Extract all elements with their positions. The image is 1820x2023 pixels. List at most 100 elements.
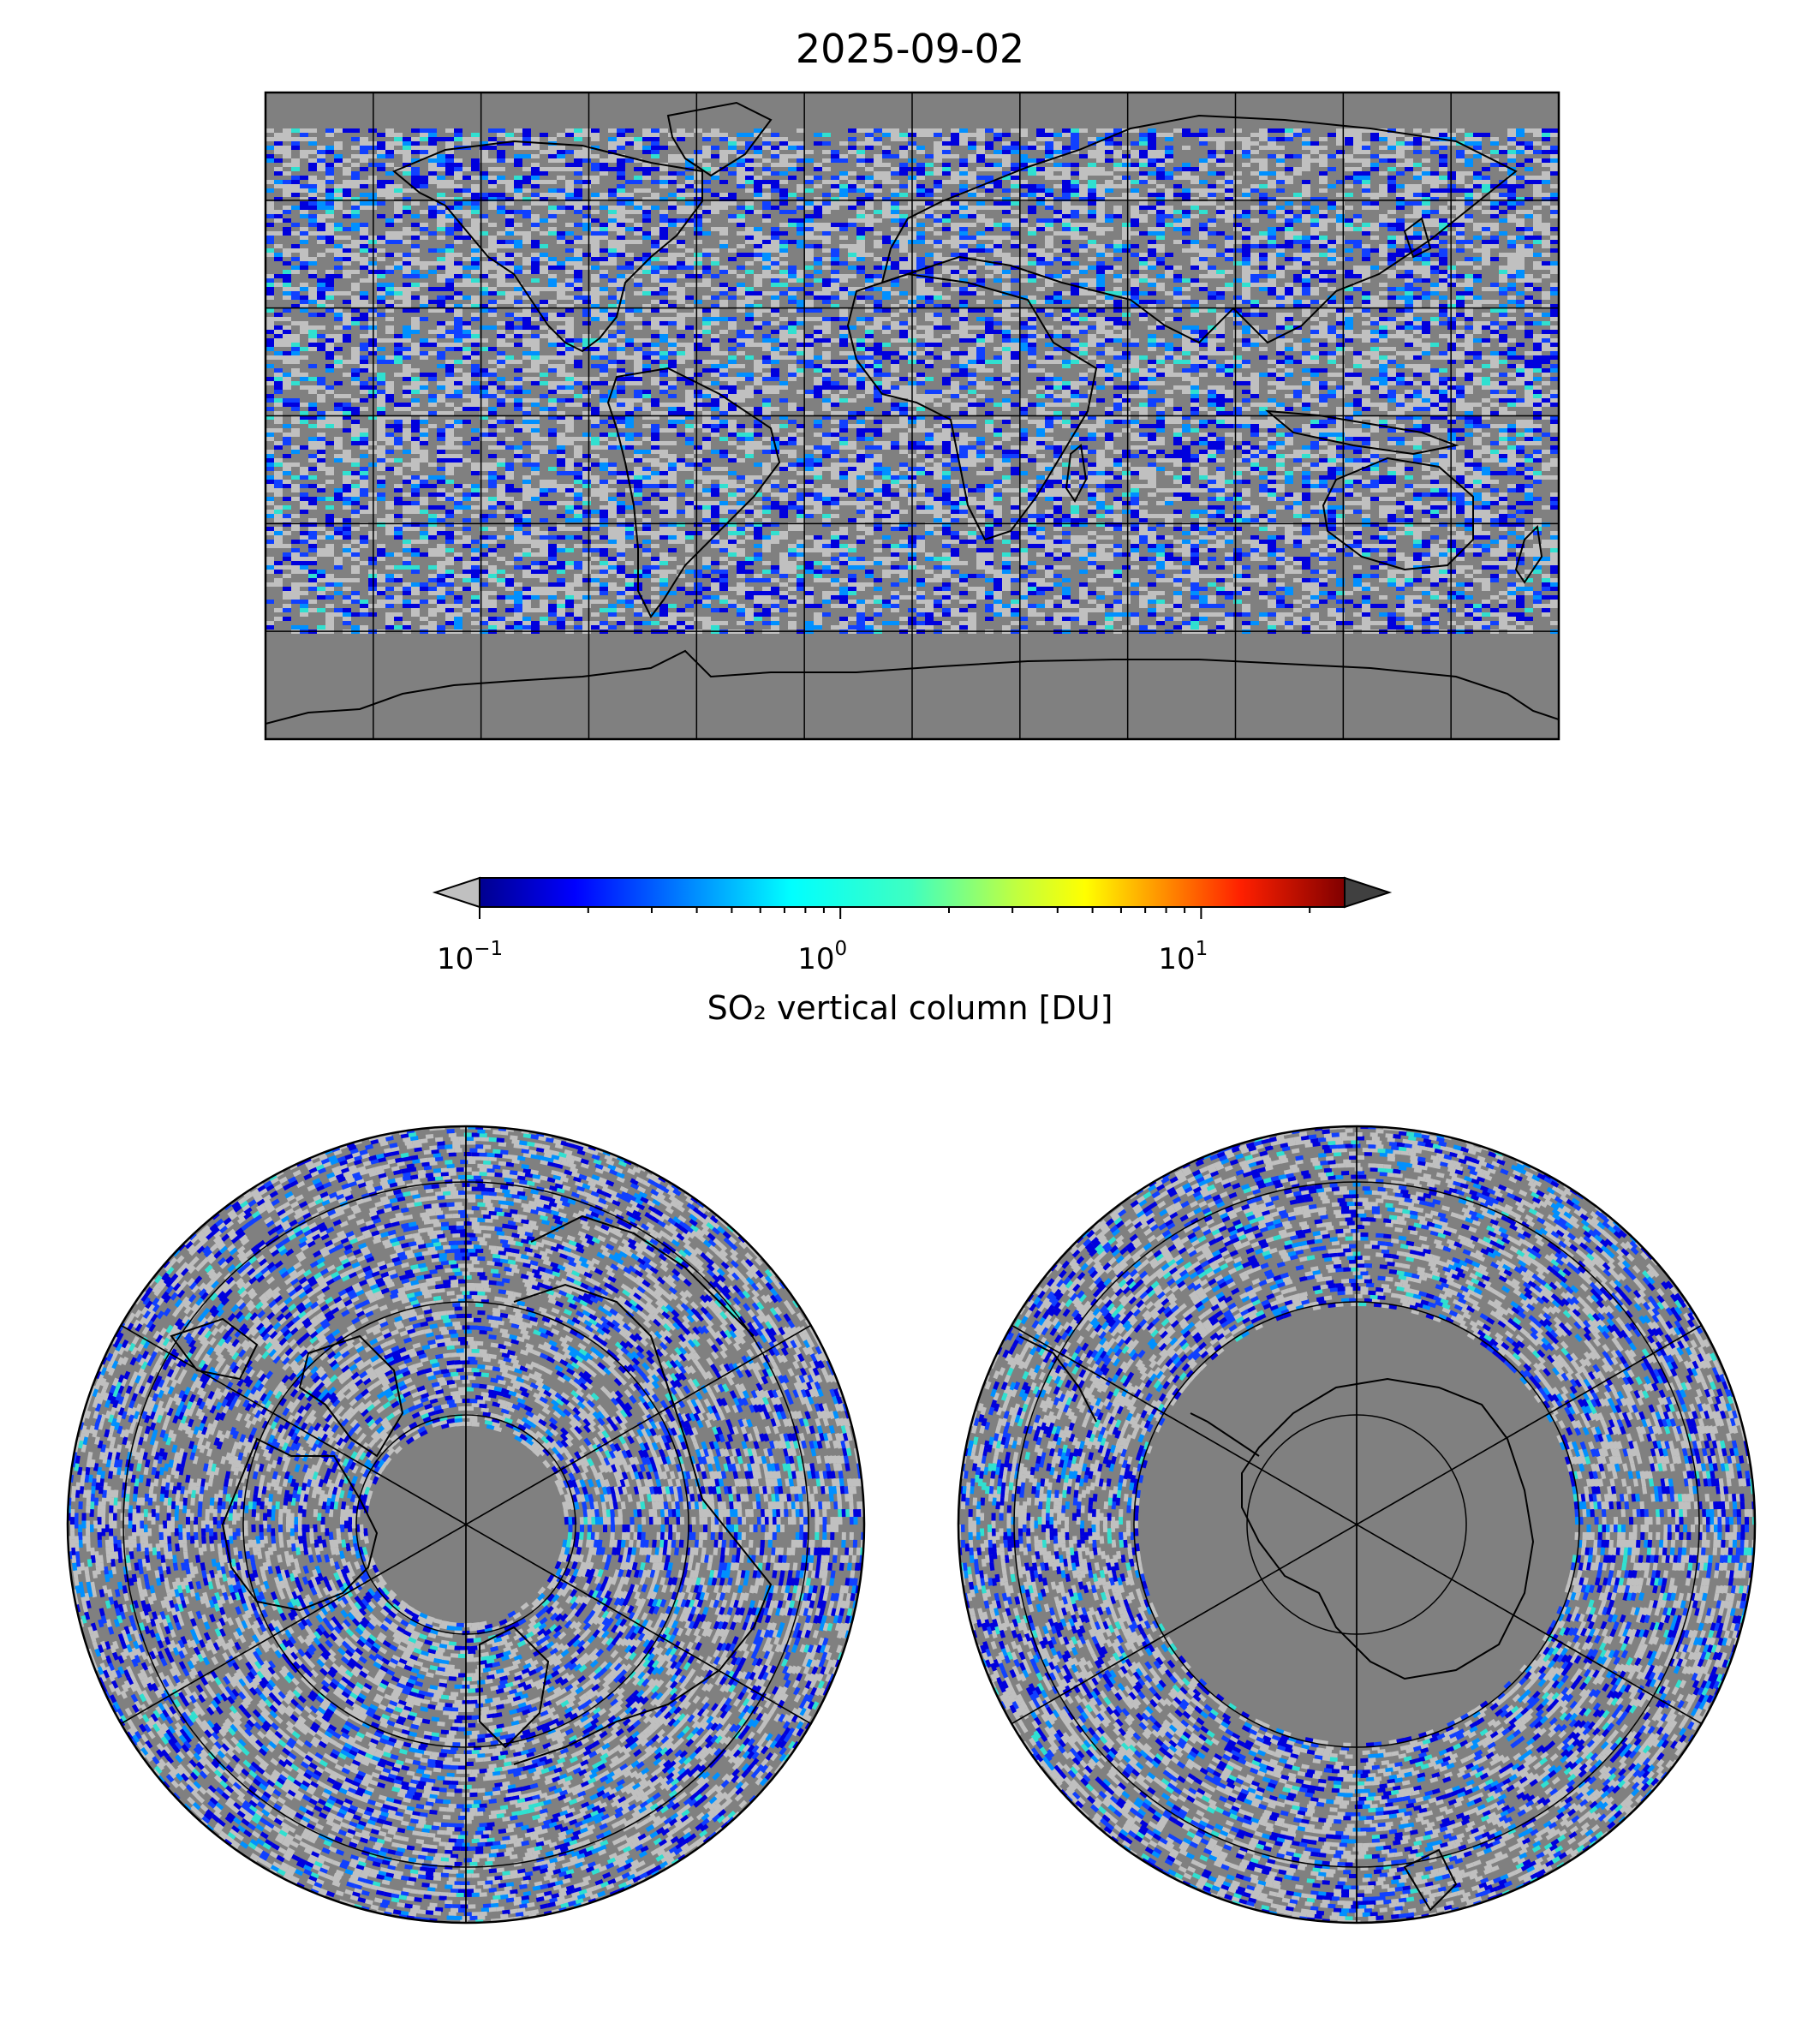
retrieval-pixel bbox=[497, 253, 505, 257]
retrieval-pixel bbox=[1225, 218, 1233, 223]
retrieval-pixel bbox=[428, 206, 437, 210]
retrieval-pixel bbox=[882, 287, 891, 291]
retrieval-pixel bbox=[394, 188, 403, 193]
retrieval-pixel bbox=[557, 261, 565, 266]
retrieval-pixel bbox=[1096, 184, 1105, 188]
retrieval-pixel bbox=[831, 278, 839, 283]
retrieval-pixel bbox=[1319, 343, 1328, 347]
retrieval-pixel bbox=[283, 150, 291, 154]
retrieval-pixel bbox=[994, 240, 1002, 244]
retrieval-pixel bbox=[325, 295, 334, 300]
retrieval-pixel bbox=[403, 308, 411, 313]
retrieval-pixel bbox=[737, 214, 745, 218]
retrieval-pixel bbox=[574, 270, 582, 274]
retrieval-pixel bbox=[368, 146, 377, 150]
retrieval-pixel bbox=[600, 236, 608, 240]
retrieval-pixel bbox=[428, 231, 437, 236]
retrieval-pixel bbox=[1276, 321, 1285, 325]
retrieval-pixel bbox=[1533, 176, 1542, 180]
retrieval-pixel bbox=[762, 347, 771, 351]
retrieval-pixel bbox=[1122, 197, 1131, 201]
retrieval-pixel bbox=[582, 347, 591, 351]
retrieval-pixel bbox=[1268, 227, 1276, 231]
retrieval-pixel bbox=[788, 154, 797, 158]
retrieval-pixel bbox=[445, 146, 454, 150]
retrieval-pixel bbox=[360, 206, 368, 210]
retrieval-pixel bbox=[1036, 193, 1045, 197]
retrieval-pixel bbox=[1550, 184, 1559, 188]
retrieval-pixel bbox=[874, 287, 882, 291]
retrieval-pixel bbox=[403, 257, 411, 261]
retrieval-pixel bbox=[1156, 218, 1165, 223]
retrieval-pixel bbox=[976, 244, 985, 248]
retrieval-pixel bbox=[574, 180, 582, 184]
retrieval-pixel bbox=[1242, 300, 1250, 304]
retrieval-pixel bbox=[891, 338, 899, 343]
retrieval-pixel bbox=[582, 180, 591, 184]
retrieval-pixel bbox=[1053, 197, 1062, 201]
retrieval-pixel bbox=[1345, 304, 1353, 308]
retrieval-pixel bbox=[454, 266, 462, 270]
retrieval-pixel bbox=[677, 321, 685, 325]
retrieval-pixel bbox=[1533, 240, 1542, 244]
retrieval-pixel bbox=[514, 231, 522, 236]
retrieval-pixel bbox=[325, 351, 334, 355]
retrieval-pixel bbox=[976, 261, 985, 266]
retrieval-pixel bbox=[1208, 338, 1216, 343]
retrieval-pixel bbox=[574, 287, 582, 291]
retrieval-pixel bbox=[959, 364, 968, 368]
retrieval-pixel bbox=[1268, 304, 1276, 308]
retrieval-pixel bbox=[1079, 167, 1088, 171]
retrieval-pixel bbox=[1456, 218, 1465, 223]
retrieval-pixel bbox=[702, 210, 711, 214]
retrieval-pixel bbox=[283, 270, 291, 274]
retrieval-pixel bbox=[985, 146, 994, 150]
retrieval-pixel bbox=[634, 210, 642, 214]
retrieval-pixel bbox=[839, 193, 848, 197]
retrieval-pixel bbox=[291, 231, 300, 236]
retrieval-pixel bbox=[1156, 231, 1165, 236]
retrieval-pixel bbox=[557, 291, 565, 295]
retrieval-pixel bbox=[1113, 141, 1122, 146]
retrieval-pixel bbox=[1079, 317, 1088, 321]
retrieval-pixel bbox=[677, 206, 685, 210]
retrieval-pixel bbox=[291, 338, 300, 343]
retrieval-pixel bbox=[1499, 308, 1507, 313]
retrieval-pixel bbox=[865, 274, 874, 278]
retrieval-pixel bbox=[1482, 167, 1490, 171]
retrieval-pixel bbox=[1216, 137, 1225, 141]
retrieval-pixel bbox=[1430, 321, 1439, 325]
retrieval-pixel bbox=[1353, 308, 1362, 313]
retrieval-pixel bbox=[1011, 223, 1019, 227]
retrieval-pixel bbox=[394, 206, 403, 210]
retrieval-pixel bbox=[411, 214, 420, 218]
retrieval-pixel bbox=[1465, 278, 1473, 283]
retrieval-pixel bbox=[882, 355, 891, 360]
retrieval-pixel bbox=[788, 321, 797, 325]
retrieval-pixel bbox=[394, 201, 403, 206]
retrieval-pixel bbox=[634, 360, 642, 364]
retrieval-pixel bbox=[1088, 210, 1096, 214]
retrieval-pixel bbox=[848, 171, 856, 176]
retrieval-pixel bbox=[951, 266, 959, 270]
retrieval-pixel bbox=[308, 347, 317, 351]
retrieval-pixel bbox=[1396, 227, 1405, 231]
retrieval-pixel bbox=[462, 278, 471, 283]
retrieval-pixel bbox=[882, 240, 891, 244]
retrieval-pixel bbox=[1156, 201, 1165, 206]
retrieval-pixel bbox=[1285, 287, 1293, 291]
retrieval-pixel bbox=[1190, 360, 1199, 364]
retrieval-pixel bbox=[1182, 330, 1190, 334]
retrieval-pixel bbox=[334, 291, 343, 295]
retrieval-pixel bbox=[574, 163, 582, 167]
retrieval-pixel bbox=[1362, 291, 1370, 295]
retrieval-pixel bbox=[1430, 133, 1439, 137]
retrieval-pixel bbox=[454, 240, 462, 244]
retrieval-pixel bbox=[317, 163, 325, 167]
retrieval-pixel bbox=[651, 128, 659, 133]
retrieval-pixel bbox=[574, 261, 582, 266]
retrieval-pixel bbox=[1250, 304, 1259, 308]
retrieval-pixel bbox=[1002, 325, 1011, 330]
retrieval-pixel bbox=[565, 223, 574, 227]
retrieval-pixel bbox=[951, 330, 959, 334]
